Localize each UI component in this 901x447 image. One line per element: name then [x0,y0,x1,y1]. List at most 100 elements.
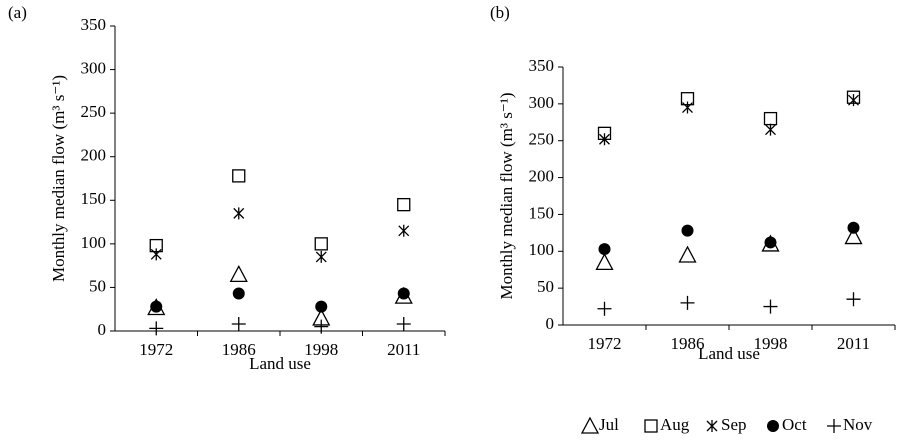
y-tick-label: 250 [81,102,107,121]
marker-shape [844,227,863,245]
data-point [765,123,776,136]
legend-label: Jul [599,415,619,434]
legend-label: Nov [843,415,873,434]
marker-shape [232,287,245,300]
marker-shape [314,237,328,251]
data-point [314,237,328,251]
data-point [231,317,246,332]
data-point [682,101,693,114]
x-tick-label: 1998 [754,334,788,353]
marker-shape [315,300,328,313]
data-point [844,227,863,245]
marker-shape [706,420,718,432]
marker-shape [765,123,776,136]
y-tick-label: 0 [98,320,107,339]
marker-shape [848,94,859,107]
marker-shape [763,111,778,126]
x-tick-label: 2011 [837,334,870,353]
marker-shape [398,224,410,237]
y-tick-label: 350 [529,56,555,75]
x-tick-label: 1972 [139,340,173,359]
data-point [847,221,860,234]
marker-shape [397,197,411,212]
marker-shape [597,301,612,316]
data-point [846,292,861,307]
data-point [315,300,328,313]
y-tick-label: 200 [529,166,555,185]
marker-shape [314,319,329,334]
x-tick-label: 2011 [387,340,420,359]
legend-label: Aug [660,415,690,434]
x-axis-label: Land use [698,344,760,363]
marker-shape [150,300,163,313]
marker-shape [150,248,162,261]
x-axis-label: Land use [249,354,311,373]
data-point [763,299,778,314]
x-tick-label: 1986 [222,340,256,359]
legend-item: Oct [767,415,807,434]
marker-shape [767,420,779,432]
y-tick-label: 100 [529,240,555,259]
legend-label: Sep [721,415,747,434]
data-point [763,111,778,126]
x-tick-label: 1998 [304,340,338,359]
y-tick-label: 300 [81,58,107,77]
marker-shape [580,416,600,434]
data-point [397,287,410,300]
data-point [232,169,246,183]
data-point [229,264,248,283]
marker-shape [595,252,614,270]
legend-item: Jul [580,415,619,434]
marker-shape [149,321,164,336]
marker-shape [680,295,695,310]
marker-shape [764,236,777,249]
legend-item: Aug [644,415,690,434]
y-tick-label: 50 [89,276,106,295]
y-axis-label: Monthly median flow (m³ s⁻¹) [497,92,516,299]
marker-shape [315,250,327,263]
y-axis-label: Monthly median flow (m³ s⁻¹) [49,75,68,282]
marker-shape [846,292,861,307]
marker-shape [681,224,694,237]
y-tick-label: 350 [81,15,107,34]
data-point [597,301,612,316]
y-tick-label: 200 [81,146,107,165]
data-point [314,319,329,334]
data-point [595,252,614,270]
panel-label: (b) [490,3,510,22]
marker-shape [397,287,410,300]
x-tick-label: 1986 [671,334,705,353]
data-point [681,224,694,237]
data-point [680,295,695,310]
legend-item: Sep [706,415,747,434]
y-tick-label: 250 [529,130,555,149]
y-tick-label: 150 [81,189,107,208]
data-point [678,245,697,263]
y-tick-label: 100 [81,233,107,252]
y-tick-label: 0 [546,314,555,333]
data-point [232,287,245,300]
marker-shape [682,101,693,114]
y-tick-label: 150 [529,203,555,222]
data-point [599,133,610,146]
x-tick-label: 1972 [588,334,622,353]
legend-item: Nov [827,415,873,434]
legend-label: Oct [782,415,807,434]
marker-shape [232,169,246,183]
data-point [397,197,411,212]
marker-shape [231,317,246,332]
panel-label: (a) [8,3,27,22]
data-point [598,243,611,256]
data-point [150,300,163,313]
data-point [396,317,411,332]
marker-shape [644,419,658,433]
marker-shape [598,243,611,256]
marker-shape [678,245,697,263]
y-tick-label: 50 [537,277,554,296]
marker-shape [599,133,610,146]
data-point [848,94,859,107]
marker-shape [229,264,248,283]
data-point [315,250,327,263]
marker-shape [827,419,841,433]
